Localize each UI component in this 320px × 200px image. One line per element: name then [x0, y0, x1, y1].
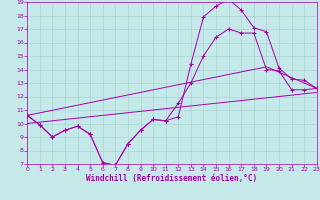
- X-axis label: Windchill (Refroidissement éolien,°C): Windchill (Refroidissement éolien,°C): [86, 174, 258, 183]
